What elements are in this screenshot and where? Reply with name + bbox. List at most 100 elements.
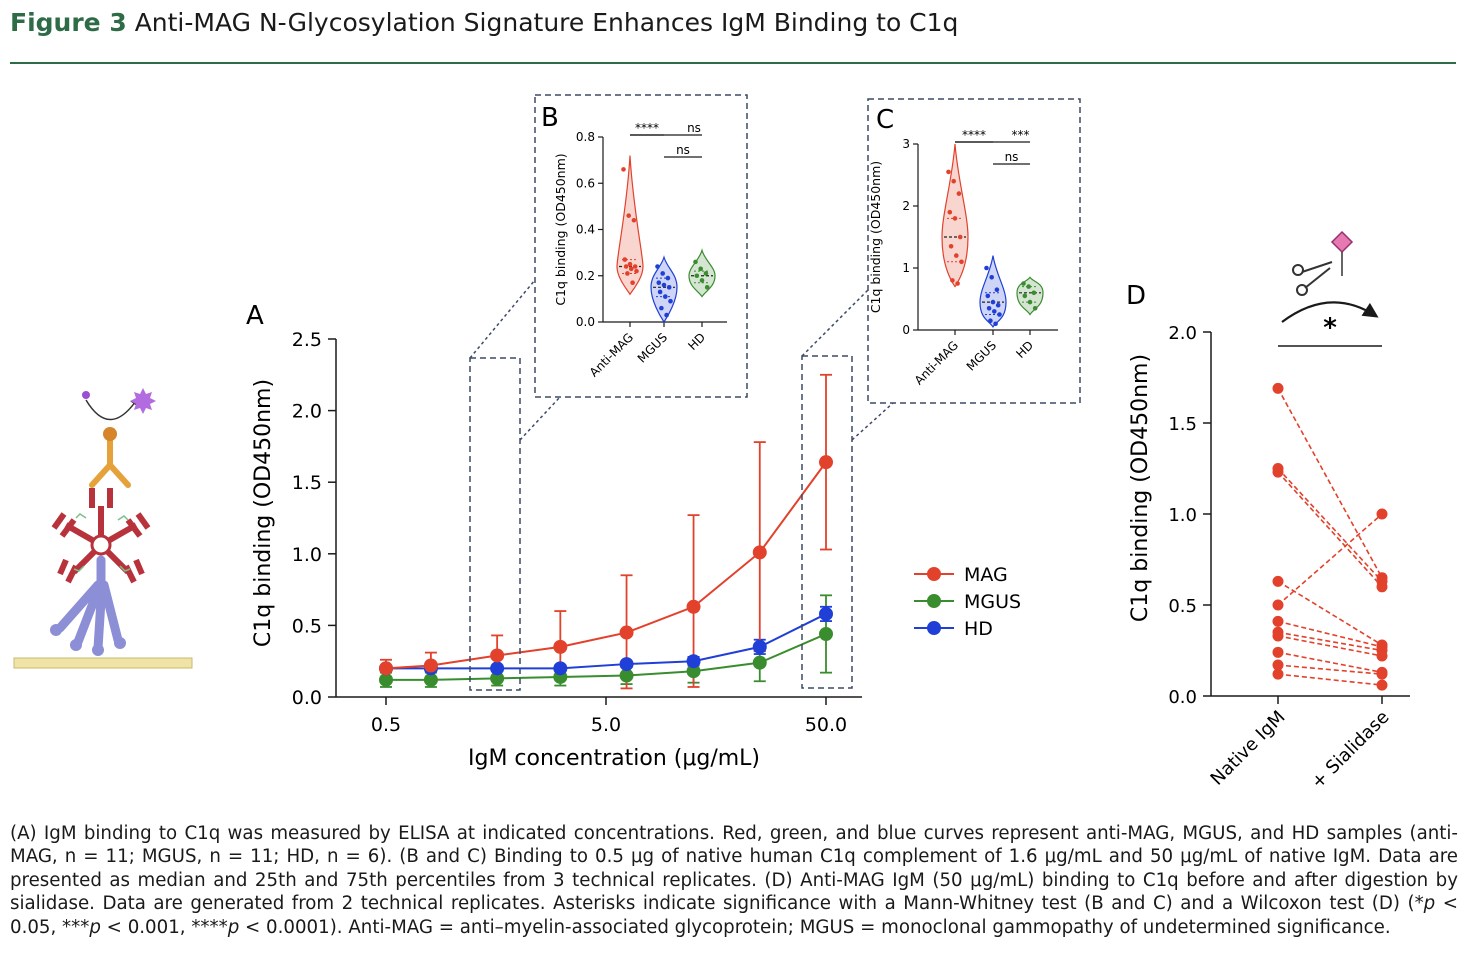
significance-label: ns xyxy=(676,143,690,157)
data-point-hd xyxy=(819,606,833,621)
panel-a: A 0.0 0.5 1.0 1.5 2.0 2.5 0.5 5.0 50.0 IgM concen… xyxy=(246,301,1021,771)
data-point-native xyxy=(1272,630,1284,642)
sialic-acid-diamond-icon xyxy=(1330,230,1354,254)
y-tick-label: 3 xyxy=(902,137,910,151)
data-point xyxy=(992,309,997,314)
data-point xyxy=(993,321,998,327)
caption-text: < 0.001, **** xyxy=(100,916,228,938)
lectin-ball xyxy=(103,427,117,441)
data-point xyxy=(951,178,956,184)
zoom-connector xyxy=(469,279,536,359)
figure-number: Figure 3 xyxy=(10,8,127,37)
caption-text: (A) IgM binding to C1q was measured by E… xyxy=(10,823,1458,915)
y-tick-label: 2.0 xyxy=(292,401,322,423)
data-point xyxy=(661,282,667,288)
sialic-acid-icon xyxy=(82,391,90,399)
x-tick-label: 50.0 xyxy=(805,714,847,736)
y-tick-label: 2.0 xyxy=(1168,323,1197,344)
significance-label: *** xyxy=(1012,128,1030,142)
data-point-mag xyxy=(423,658,438,673)
data-point xyxy=(694,273,700,279)
data-point-native xyxy=(1272,668,1284,680)
data-point xyxy=(950,278,955,283)
data-point-native xyxy=(1272,575,1284,587)
data-point xyxy=(631,217,637,223)
data-point xyxy=(660,271,665,276)
data-point xyxy=(955,281,960,286)
data-point xyxy=(657,289,663,295)
data-point xyxy=(994,287,1000,293)
violin-mgus xyxy=(979,255,1007,328)
data-point xyxy=(946,169,951,175)
data-point xyxy=(668,298,673,304)
data-point xyxy=(990,299,996,305)
x-tick-label: 0.5 xyxy=(371,714,401,736)
x-tick-label: + Sialidase xyxy=(1307,707,1393,793)
zoom-connector xyxy=(851,402,894,441)
panel-c-frame xyxy=(867,98,1081,404)
data-point xyxy=(627,261,633,267)
data-point xyxy=(984,265,989,271)
y-tick-label: 1.5 xyxy=(292,472,322,494)
series-line-hd xyxy=(386,613,827,670)
legend-marker-mag xyxy=(927,567,941,581)
data-point-mgus xyxy=(490,671,505,686)
data-point xyxy=(655,264,660,269)
y-tick-label: 2.5 xyxy=(292,329,322,351)
data-point xyxy=(989,275,994,280)
legend-marker-mgus xyxy=(927,594,941,608)
data-point xyxy=(659,305,664,311)
y-tick-label: 0.0 xyxy=(292,687,322,709)
figure-title-text: Anti-MAG N-Glycosylation Signature Enhan… xyxy=(134,8,959,37)
data-point xyxy=(634,268,639,274)
zoom-connector xyxy=(519,396,561,441)
data-point xyxy=(952,216,958,221)
figure-title: Figure 3 Anti-MAG N-Glycosylation Signat… xyxy=(10,8,958,37)
data-point xyxy=(1022,293,1028,299)
y-tick-label: 0.5 xyxy=(292,615,322,637)
y-tick-label: 1 xyxy=(902,261,910,275)
data-point xyxy=(1031,290,1037,296)
paired-line xyxy=(1277,673,1383,686)
data-point-mag xyxy=(619,625,634,640)
data-point xyxy=(995,302,1001,308)
data-point-mgus xyxy=(686,664,701,679)
y-tick-label: 1.0 xyxy=(1168,505,1197,526)
data-point-hd xyxy=(619,657,634,672)
zoom-box-high xyxy=(801,355,853,689)
data-point xyxy=(956,191,962,196)
data-point-native xyxy=(1272,382,1284,394)
paired-line xyxy=(1277,580,1383,646)
panel-c-letter: C xyxy=(876,105,894,135)
violin-anti-mag xyxy=(941,143,969,288)
data-point xyxy=(703,271,709,276)
figure-caption: (A) IgM binding to C1q was measured by E… xyxy=(10,822,1458,939)
y-tick-label: 0.4 xyxy=(576,223,595,237)
data-point xyxy=(632,264,638,269)
treatment-arrow xyxy=(1281,301,1379,323)
data-point-native xyxy=(1272,659,1284,671)
data-point-sialidase xyxy=(1376,668,1388,680)
legend-label: HD xyxy=(964,618,993,640)
panel-a-letter: A xyxy=(246,301,264,331)
data-point-sialidase xyxy=(1376,679,1388,691)
y-axis-label: C1q binding (OD450nm) xyxy=(1128,354,1153,622)
enzyme-arrow xyxy=(85,396,139,421)
data-point-mag xyxy=(819,455,833,470)
caption-text: < 0.0001). Anti-MAG = anti–myelin-associ… xyxy=(239,916,1391,938)
data-point xyxy=(704,285,710,290)
title-rule xyxy=(10,62,1456,64)
caption-text: p xyxy=(89,916,101,938)
panel-d-letter: D xyxy=(1126,281,1146,311)
data-point-native xyxy=(1272,615,1284,627)
x-tick-label: Native IgM xyxy=(1207,707,1290,790)
data-point xyxy=(1027,299,1033,305)
plate-surface xyxy=(13,657,193,669)
x-tick-label: 5.0 xyxy=(591,714,621,736)
y-axis-label: C1q binding (OD450nm) xyxy=(251,379,276,647)
data-point xyxy=(947,209,953,215)
series-line-mag xyxy=(385,461,827,670)
data-point xyxy=(1021,281,1026,286)
data-point xyxy=(954,253,959,258)
